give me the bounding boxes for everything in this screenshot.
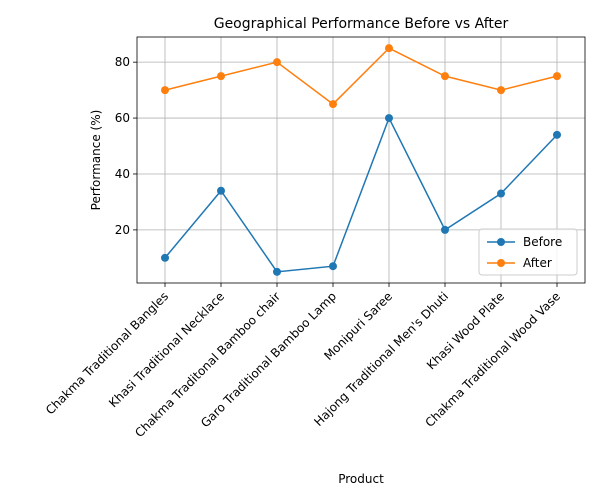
y-axis-title: Performance (%) — [89, 110, 103, 211]
data-point-after — [329, 100, 337, 109]
legend: Before After — [478, 228, 578, 276]
data-point-before — [217, 186, 225, 195]
series-layer — [161, 44, 561, 276]
series-line-after — [164, 47, 558, 106]
data-point-before — [273, 267, 281, 276]
legend-marker-before — [497, 238, 505, 246]
data-point-before — [553, 130, 561, 139]
data-point-before — [497, 189, 505, 198]
data-point-after — [553, 72, 561, 81]
data-point-after — [385, 44, 393, 53]
y-tick-label: 60 — [115, 111, 130, 125]
legend-label-before: Before — [523, 235, 562, 249]
chart-title: Geographical Performance Before vs After — [214, 16, 509, 32]
data-point-after — [161, 86, 169, 95]
y-tick-label: 20 — [115, 223, 130, 237]
y-tick-label: 80 — [115, 55, 130, 69]
data-point-after — [497, 86, 505, 95]
data-point-before — [385, 114, 393, 123]
legend-marker-after — [497, 259, 505, 267]
data-point-after — [273, 58, 281, 67]
y-tick-label: 40 — [115, 167, 130, 181]
legend-label-after: After — [523, 256, 552, 270]
data-point-before — [441, 225, 449, 234]
plot-frame — [136, 36, 586, 284]
data-point-before — [161, 253, 169, 262]
data-point-after — [441, 72, 449, 81]
series-line-before — [164, 116, 558, 273]
data-point-after — [217, 72, 225, 81]
x-axis-title: Product — [338, 472, 384, 486]
data-point-before — [329, 262, 337, 271]
